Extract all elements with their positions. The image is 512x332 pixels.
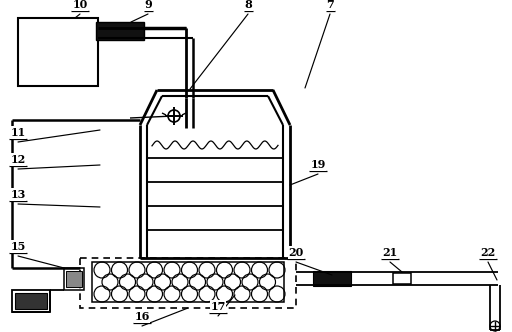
Text: 8: 8 (244, 0, 252, 10)
Bar (12, 290, 50, 312)
Text: 20: 20 (288, 247, 304, 258)
Bar (96, 22, 144, 40)
Bar (393, 273, 411, 284)
Bar (80, 258, 296, 308)
Text: 15: 15 (10, 241, 26, 252)
Text: 12: 12 (10, 154, 26, 165)
Text: 19: 19 (310, 159, 326, 170)
Text: 17: 17 (210, 301, 226, 312)
Text: 13: 13 (10, 189, 26, 200)
Bar (64, 268, 84, 290)
Text: 9: 9 (144, 0, 152, 10)
Text: 7: 7 (326, 0, 334, 10)
Text: 22: 22 (480, 247, 496, 258)
Text: 16: 16 (134, 311, 150, 322)
Bar (18, 18, 98, 86)
Bar (66, 271, 82, 287)
Text: 11: 11 (10, 127, 26, 138)
Text: 10: 10 (72, 0, 88, 10)
Bar (92, 262, 284, 302)
Bar (15, 293, 47, 309)
Bar (313, 271, 351, 286)
Text: 21: 21 (382, 247, 398, 258)
